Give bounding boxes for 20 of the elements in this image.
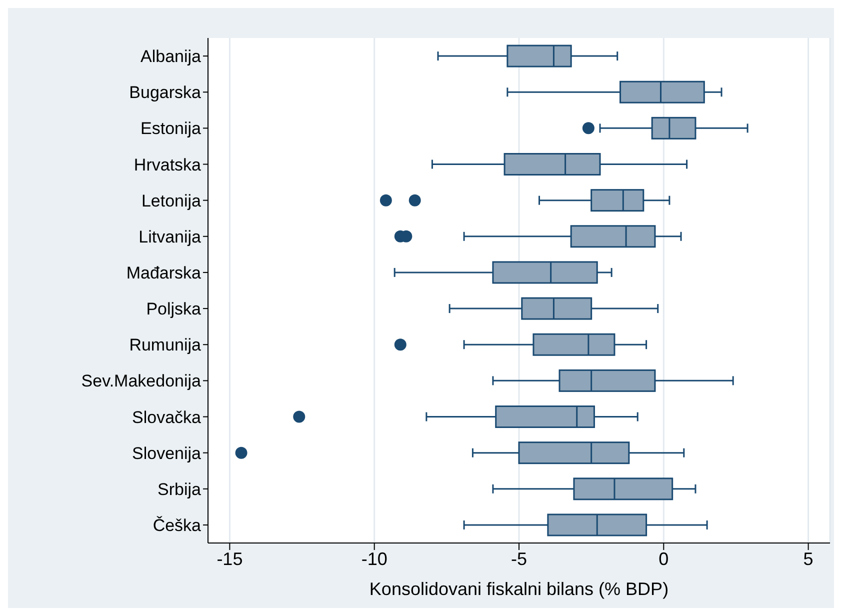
y-tick-label: Letonija [141, 191, 202, 210]
y-tick-label: Rumunija [129, 336, 202, 355]
x-tick-label: -5 [510, 548, 528, 569]
x-axis-title: Konsolidovani fiskalni bilans (% BDP) [369, 579, 669, 599]
x-tick-label: 0 [658, 548, 669, 569]
x-tick-label: -15 [216, 548, 243, 569]
y-tick-label: Slovenija [132, 444, 202, 463]
y-tick-label: Estonija [140, 119, 202, 138]
y-tick-label: Mađarska [126, 264, 202, 282]
y-tick-label: Poljska [146, 300, 202, 319]
y-tick-label: Slovačka [132, 408, 202, 427]
y-tick-label: Sev.Makedonija [81, 372, 202, 391]
y-tick-label: Albanija [140, 47, 202, 66]
y-tick-label: Bugarska [129, 83, 202, 102]
y-tick-label: Hrvatska [134, 155, 202, 174]
y-tick-label: Litvanija [138, 227, 202, 246]
x-tick-label: 5 [803, 548, 814, 569]
y-tick-label: Češka [152, 516, 202, 535]
y-tick-label: Srbija [158, 480, 202, 499]
x-tick-label: -10 [361, 548, 388, 569]
